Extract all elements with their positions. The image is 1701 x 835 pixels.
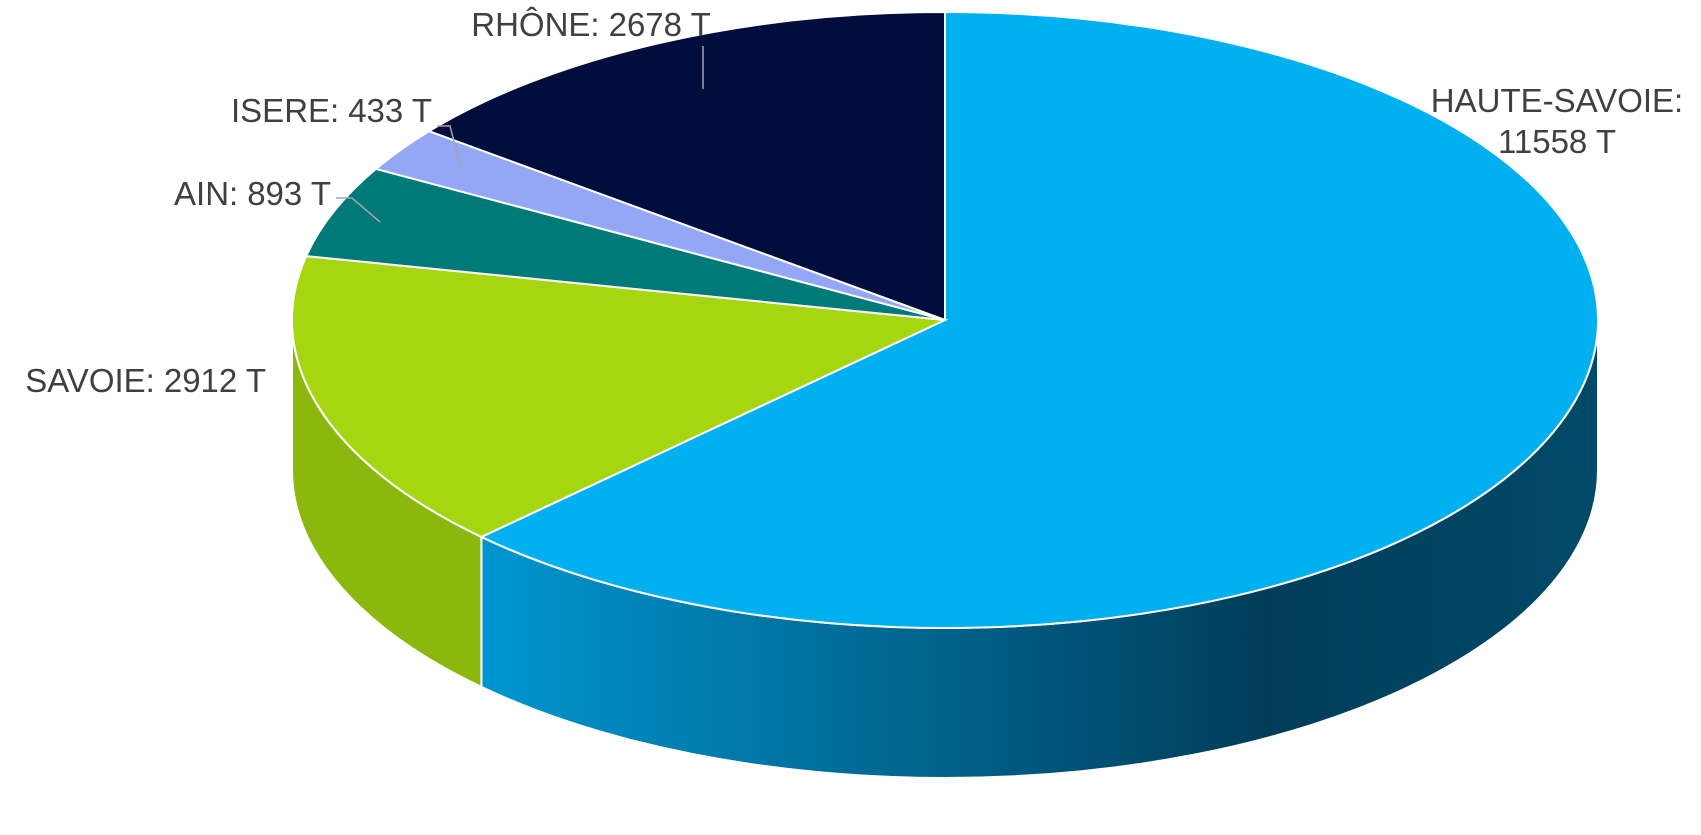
category-label: SAVOIE:: [25, 362, 155, 399]
data-label: HAUTE-SAVOIE: 11558 T: [1431, 82, 1683, 160]
category-label: RHÔNE:: [471, 6, 599, 43]
value-label: 433 T: [348, 92, 432, 129]
slice: [304, 167, 946, 321]
slice: [479, 10, 1599, 629]
data-label: ISERE: 433 T: [231, 92, 432, 129]
value-label: 2678 T: [609, 6, 711, 43]
data-label: SAVOIE: 2912 T: [25, 362, 266, 399]
category-label: ISERE:: [231, 92, 339, 129]
slice: [291, 255, 949, 539]
value-label: 11558 T: [1498, 123, 1616, 160]
category-label: AIN:: [174, 175, 238, 212]
category-label: HAUTE-SAVOIE:: [1431, 82, 1683, 119]
data-label: RHÔNE: 2678 T: [471, 6, 711, 43]
value-label: 2912 T: [164, 362, 266, 399]
leader-line: [437, 125, 462, 169]
slice: [426, 10, 946, 322]
leader-line: [336, 197, 381, 223]
value-label: 893 T: [247, 175, 331, 212]
data-label: AIN: 893 T: [174, 175, 331, 212]
